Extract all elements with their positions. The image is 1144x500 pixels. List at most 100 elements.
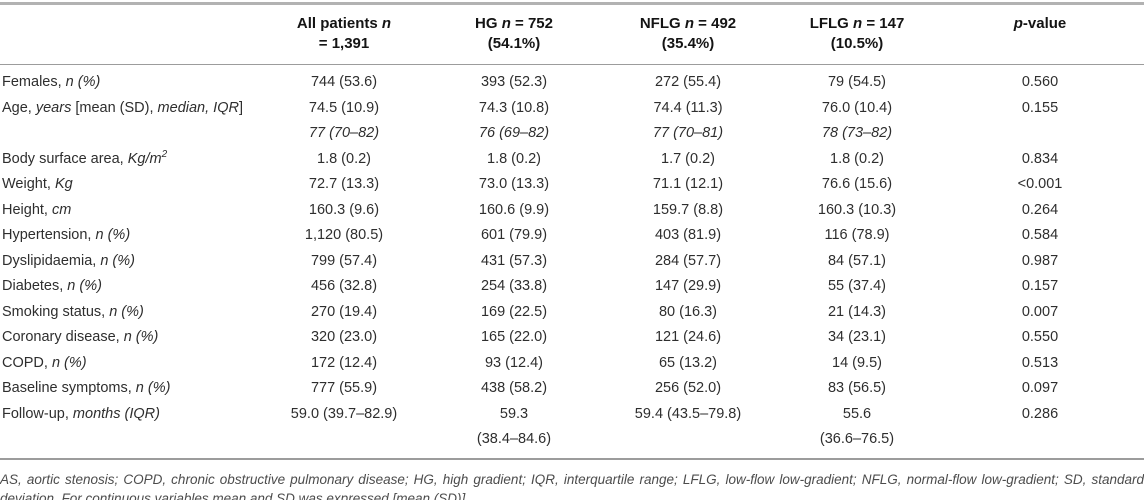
text-segment: 0.007 [1021,303,1059,320]
text-segment: 65 (13.2) [658,354,718,371]
value-cell: 74.5 (10.9) 77 (70–82) [258,96,430,147]
text-segment: 431 (57.3) [480,252,548,269]
text-segment: 76.0 (10.4) [821,99,893,116]
value-cell: 160.3 (9.6) [258,198,430,224]
p-value-cell: 0.264 [936,198,1144,224]
text-segment: 74.3 (10.8) [478,99,550,116]
text-segment: 83 (56.5) [827,380,887,396]
baseline-characteristics-table: All patients n = 1,391 HG n = 752 (54.1%) NF… [0,2,1144,460]
header-line: p-value [936,14,1144,34]
text-segment: 34 (23.1) [827,329,887,345]
text-segment: 1.7 (0.2) [661,150,715,167]
cell-line: 0.550 [936,325,1144,351]
p-value-cell: 0.155 [936,96,1144,147]
value-cell: 1.8 (0.2) [778,147,936,173]
table-row: Hypertension, n (%) 1,120 (80.5) 601 (79.9… [0,223,1144,249]
text-segment: 601 (79.9) [480,227,548,243]
cell-line: 403 (81.9) [598,223,778,249]
text-segment: -value [1022,15,1067,32]
text-segment: = 492 [694,15,737,32]
text-segment: Hypertension, [2,227,96,243]
text-segment: 0.834 [1021,150,1059,167]
text-segment: 59.0 (39.7–82.9) [290,405,398,422]
table-row: Diabetes, n (%) 456 (32.8) 254 (33.8) 147 (… [0,274,1144,300]
row-label: Smoking status, n (%) [0,300,258,326]
cell-line: (36.6–76.5) [778,427,936,453]
text-segment: 270 (19.4) [310,303,378,320]
text-segment: 1.8 (0.2) [830,150,884,167]
column-header: p-value [936,4,1144,65]
text-segment: Coronary disease, [2,329,124,345]
value-cell: 403 (81.9) [598,223,778,249]
value-cell: 431 (57.3) [430,249,598,275]
text-segment: 320 (23.0) [310,329,378,345]
value-cell: 160.3 (10.3) [778,198,936,224]
table-row: Coronary disease, n (%) 320 (23.0) 165 (22… [0,325,1144,351]
value-cell: 165 (22.0) [430,325,598,351]
value-cell: 116 (78.9) [778,223,936,249]
cell-line: 93 (12.4) [430,351,598,377]
value-cell: 284 (57.7) [598,249,778,275]
cell-line: 59.4 (43.5–79.8) [598,402,778,428]
text-segment: 55 (37.4) [827,278,887,294]
cell-line: 0.560 [936,70,1144,96]
value-cell: 320 (23.0) [258,325,430,351]
text-segment: 2 [161,148,168,160]
text-segment: 147 (29.9) [654,278,722,294]
cell-line: 80 (16.3) [598,300,778,326]
cell-line: 799 (57.4) [258,249,430,275]
value-cell: 76.0 (10.4) 78 (73–82) [778,96,936,147]
value-cell: 456 (32.8) [258,274,430,300]
text-segment: 160.6 (9.9) [478,201,550,218]
p-value-cell: 0.834 [936,147,1144,173]
text-segment: 84 (57.1) [827,252,887,269]
row-label: Weight, Kg [0,172,258,198]
text-segment: Kg/m [127,150,162,167]
row-label: Females, n (%) [0,65,258,96]
cell-line: 21 (14.3) [778,300,936,326]
column-header: NFLG n = 492 (35.4%) [598,4,778,65]
cell-line: 1.7 (0.2) [598,147,778,173]
cell-line: 116 (78.9) [778,223,936,249]
text-segment: Baseline symptoms, [2,380,136,396]
cell-line: 77 (70–82) [258,121,430,147]
text-segment: years [35,99,72,116]
cell-line: 1.8 (0.2) [258,147,430,173]
p-value-cell: 0.987 [936,249,1144,275]
cell-line: 76.6 (15.6) [778,172,936,198]
text-segment: 77 (70–82) [308,125,380,141]
cell-line: 55 (37.4) [778,274,936,300]
text-segment: n (%) [100,252,135,269]
value-cell: 83 (56.5) [778,376,936,402]
cell-line: 159.7 (8.8) [598,198,778,224]
table-row: Body surface area, Kg/m2 1.8 (0.2) 1.8 (0.… [0,147,1144,173]
row-label: Coronary disease, n (%) [0,325,258,351]
table-row: Dyslipidaemia, n (%) 799 (57.4) 431 (57.3)… [0,249,1144,275]
cell-line: 160.6 (9.9) [430,198,598,224]
cell-line: 0.157 [936,274,1144,300]
cell-line: 744 (53.6) [258,70,430,96]
text-segment: 0.286 [1021,405,1059,422]
p-value-cell: 0.007 [936,300,1144,326]
text-segment: 0.560 [1021,74,1059,90]
cell-line: 160.3 (9.6) [258,198,430,224]
text-segment: 59.3 [499,405,529,422]
cell-line: 777 (55.9) [258,376,430,402]
text-segment: Age, [2,99,36,116]
text-segment: 172 (12.4) [310,354,378,371]
value-cell: 74.4 (11.3) 77 (70–81) [598,96,778,147]
cell-line: 77 (70–81) [598,121,778,147]
text-segment: Kg [54,176,73,192]
table-row: COPD, n (%) 172 (12.4) 93 (12.4) 65 (13.2) 1… [0,351,1144,377]
cell-line: 72.7 (13.3) [258,172,430,198]
text-segment: 72.7 (13.3) [308,176,380,192]
value-cell: 80 (16.3) [598,300,778,326]
p-value-cell: 0.157 [936,274,1144,300]
table-body: Females, n (%) 744 (53.6) 393 (52.3) 272 (5… [0,65,1144,459]
text-segment: 0.097 [1021,380,1059,396]
p-value-cell: <0.001 [936,172,1144,198]
row-label: Dyslipidaemia, n (%) [0,249,258,275]
cell-line: 0.834 [936,147,1144,173]
header-line: HG n = 752 [430,14,598,34]
row-label: Baseline symptoms, n (%) [0,376,258,402]
